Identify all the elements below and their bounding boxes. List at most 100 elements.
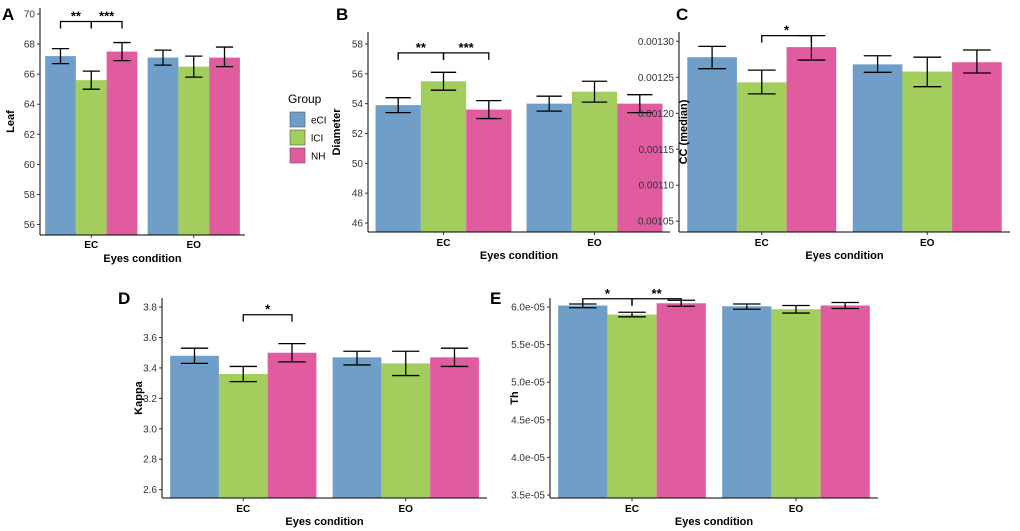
x-tick-label: EC <box>625 504 639 515</box>
panel-c: C 0.00105 0.00110 0.00115 0.00120 0.00125 0.00… <box>638 5 1010 262</box>
significance-label: * <box>784 23 790 38</box>
error-bar-eci-ec <box>698 45 727 70</box>
y-axis-title: CC (median) <box>678 99 690 164</box>
panel-label: C <box>676 5 688 24</box>
error-bar-lci-ec <box>82 70 100 90</box>
y-tick-label: 3.8 <box>143 303 157 314</box>
legend-swatch-eci <box>289 111 306 128</box>
panel-a: A 56 58 60 62 64 66 68 70 EC EO Eyes condition Leaf *… <box>2 5 245 265</box>
bar-lci-eo <box>771 309 821 498</box>
x-tick-label: EO <box>587 238 602 249</box>
significance-label: * <box>605 286 611 301</box>
panel-label: A <box>2 5 14 24</box>
error-bar-lci-eo <box>581 80 608 103</box>
error-bar-nh-eo <box>962 49 991 74</box>
significance-bracket: ** <box>59 9 92 29</box>
error-bar-nh-eo <box>627 94 653 114</box>
bar-eci-ec <box>375 105 421 232</box>
y-tick-label: 70 <box>24 10 36 21</box>
x-axis-title: Eyes condition <box>805 250 884 262</box>
error-bar-lci-eo <box>392 350 420 377</box>
bar-nh-eo <box>209 57 240 235</box>
y-tick-label: 3.6 <box>143 333 157 344</box>
significance-bracket: *** <box>442 40 490 60</box>
legend-label-eci: eCI <box>311 116 327 127</box>
y-tick-label: 66 <box>24 70 36 81</box>
y-tick-label: 54 <box>352 99 364 110</box>
y-axis-title: Diameter <box>331 108 343 156</box>
significance-label: *** <box>99 9 115 24</box>
bar-lci-ec <box>607 314 657 498</box>
x-tick-label: EO <box>789 504 804 515</box>
bar-lci-ec <box>75 80 107 235</box>
x-tick-label: EO <box>187 240 202 251</box>
panel-b: B 46 48 50 52 54 56 58 EC EO Eyes condition Diamete… <box>331 5 670 262</box>
panel-label: B <box>336 5 348 24</box>
bar-eci-ec <box>45 56 76 235</box>
bar-lci-eo <box>902 71 953 232</box>
error-bar-nh-ec <box>476 100 502 120</box>
bar-eci-eo <box>526 103 572 232</box>
bar-lci-eo <box>571 91 618 232</box>
bar-eci-eo <box>147 57 179 235</box>
panel-d: D 2.6 2.8 3.0 3.2 3.4 3.6 3.8 EC EO Eyes condition… <box>118 289 487 528</box>
bar-eci-eo <box>332 357 382 498</box>
error-bar-eci-eo <box>154 49 172 66</box>
legend-swatch-nh <box>289 147 306 164</box>
y-tick-label: 62 <box>24 130 36 141</box>
y-tick-label: 6.0e-05 <box>511 303 545 314</box>
bar-nh-eo <box>617 103 663 232</box>
bar-nh-eo <box>952 62 1002 232</box>
panel-e: E 3.5e-05 4.0e-05 4.5e-05 5.0e-05 5.5e-05 6.0e… <box>490 286 878 528</box>
significance-label: ** <box>652 286 663 301</box>
error-bar-eci-eo <box>863 55 892 73</box>
bar-nh-ec <box>656 303 706 498</box>
error-bar-eci-eo <box>343 350 371 366</box>
legend-label-lci: lCI <box>311 134 323 145</box>
error-bar-lci-ec <box>229 365 257 383</box>
x-tick-label: EC <box>755 238 769 249</box>
panel-label: D <box>118 289 130 308</box>
bar-lci-ec <box>736 82 787 232</box>
bar-lci-eo <box>381 363 431 498</box>
bar-nh-ec <box>466 109 512 232</box>
error-bar-lci-ec <box>747 69 776 95</box>
y-tick-label: 58 <box>352 39 364 50</box>
x-axis-title: Eyes condition <box>103 253 182 265</box>
error-bar-lci-eo <box>185 55 203 78</box>
y-tick-label: 3.2 <box>143 394 157 405</box>
y-axis-title: Leaf <box>5 110 17 133</box>
significance-label: *** <box>459 40 475 55</box>
significance-bracket: *** <box>90 9 123 29</box>
y-tick-label: 64 <box>24 100 36 111</box>
y-tick-label: 50 <box>352 159 364 170</box>
bar-eci-ec <box>170 355 219 498</box>
y-tick-label: 56 <box>352 69 364 80</box>
error-bar-eci-eo <box>733 303 761 310</box>
y-tick-label: 2.8 <box>143 455 157 466</box>
y-tick-label: 68 <box>24 40 36 51</box>
legend-label-nh: NH <box>311 152 325 163</box>
significance-label: ** <box>71 9 82 24</box>
significance-label: ** <box>416 40 427 55</box>
bar-lci-ec <box>420 81 467 232</box>
y-tick-label: 3.4 <box>143 363 157 374</box>
y-tick-label: 46 <box>352 219 364 230</box>
y-tick-label: 0.00120 <box>638 109 675 120</box>
y-tick-label: 3.5e-05 <box>511 490 545 501</box>
error-bar-nh-eo <box>215 46 234 68</box>
x-tick-label: EO <box>399 504 414 515</box>
error-bar-nh-ec <box>278 342 306 363</box>
x-axis-title: Eyes condition <box>285 516 364 528</box>
x-tick-label: EC <box>84 240 98 251</box>
bar-lci-eo <box>178 66 210 235</box>
y-tick-label: 0.00115 <box>639 145 675 156</box>
bar-nh-eo <box>430 357 479 498</box>
bar-eci-ec <box>558 305 608 498</box>
x-tick-label: EO <box>920 238 935 249</box>
error-bar-eci-ec <box>180 347 209 365</box>
y-axis-title: Kappa <box>133 380 145 415</box>
error-bar-eci-eo <box>536 95 562 112</box>
y-tick-label: 5.0e-05 <box>511 378 545 389</box>
significance-bracket: * <box>761 23 813 43</box>
